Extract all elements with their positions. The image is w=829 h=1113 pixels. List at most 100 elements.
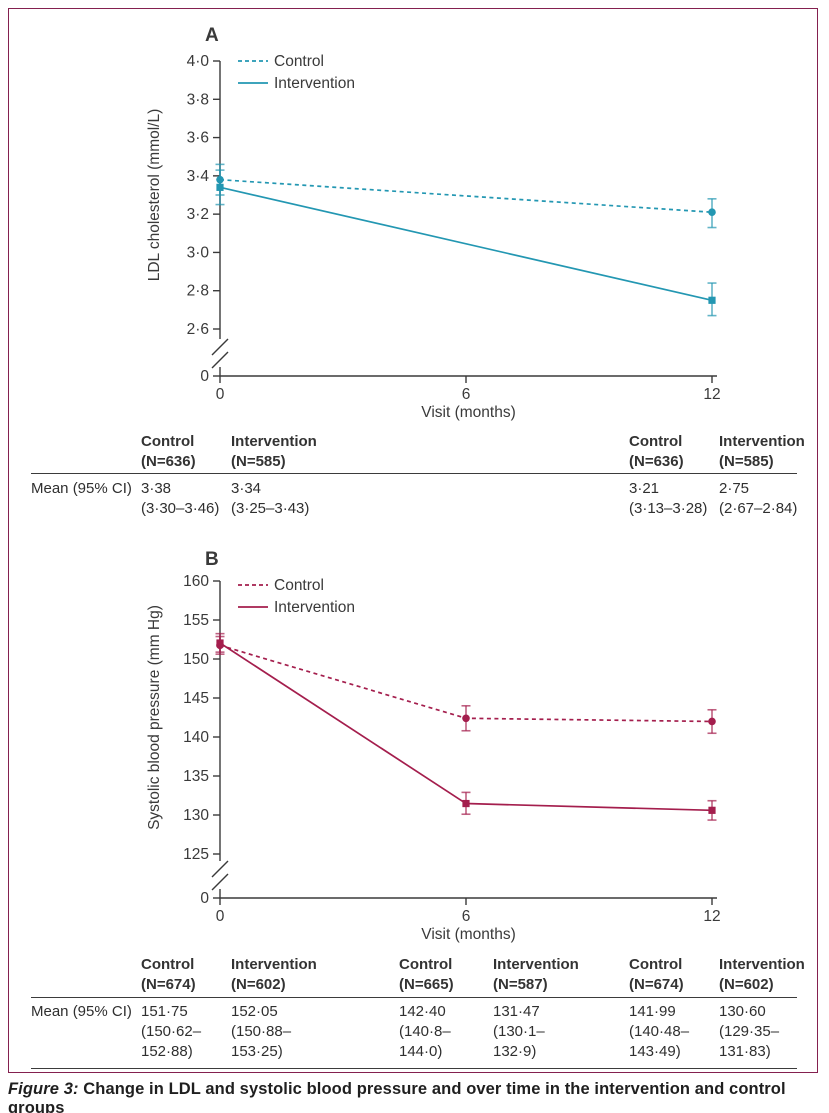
series-line (219, 186, 713, 302)
ci-value-line: (129·35– (719, 1023, 780, 1040)
table-column-header: Intervention (N=602) (231, 955, 317, 995)
table-column-header: Control (N=636) (629, 432, 684, 472)
table-header-line: (N=602) (719, 976, 774, 993)
y-tick-label: 3·6 (187, 130, 209, 147)
table-header-line: Control (629, 433, 683, 450)
x-tick-label: 12 (703, 908, 720, 925)
table-header-line: Intervention (493, 956, 579, 973)
table-column-header: Control (N=674) (141, 955, 196, 995)
x-tick-label: 0 (216, 908, 225, 925)
x-axis-title: Visit (months) (421, 926, 515, 943)
ci-value-line: (140·48– (629, 1023, 690, 1040)
data-point-marker (708, 296, 716, 304)
table-row-label: Mean (95% CI) (31, 1003, 132, 1020)
y-tick-label: 160 (183, 573, 209, 590)
ci-value-line: (3·25–3·43) (231, 500, 310, 517)
data-point-marker (462, 799, 470, 808)
ci-value-line: (3·30–3·46) (141, 500, 220, 517)
y-tick-label: 2·6 (187, 321, 209, 338)
table-column-header: Control (N=636) (141, 432, 196, 472)
table-column-header: Intervention (N=602) (719, 955, 805, 995)
table-header-line: Control (141, 433, 195, 450)
mean-value: 141·99 (629, 1003, 676, 1020)
x-tick-label: 6 (462, 908, 471, 925)
ci-value-line: 144·0) (399, 1043, 443, 1060)
table-bottom-rule (31, 1068, 797, 1070)
table-header-line: (N=674) (141, 976, 196, 993)
figure-caption: Figure 3: Change in LDL and systolic blo… (8, 1080, 820, 1113)
table-header-line: (N=636) (629, 453, 684, 470)
y-axis-title: Systolic blood pressure (mm Hg) (146, 605, 163, 830)
mean-value: 3·21 (629, 480, 660, 497)
ci-value-line: (140·8– (399, 1023, 451, 1040)
ci-value-line: 131·83) (719, 1043, 771, 1060)
y-tick-label: 155 (183, 612, 209, 629)
y-tick-label: 135 (183, 768, 209, 785)
y-zero-label: 0 (200, 890, 209, 907)
panel-label: A (205, 25, 219, 46)
ci-value-line: 153·25) (231, 1043, 283, 1060)
table-header-line: Intervention (231, 956, 317, 973)
table-header-line: (N=585) (719, 453, 774, 470)
mean-value: 2·75 (719, 480, 750, 497)
table-value-cell: 151·75 (150·62– 152·88) (141, 1002, 201, 1062)
y-tick-label: 130 (183, 807, 209, 824)
data-point-marker (708, 806, 716, 814)
legend-label: Control (274, 577, 324, 594)
mean-value: 3·38 (141, 480, 172, 497)
table-header-line: (N=602) (231, 976, 286, 993)
panel-label: B (205, 549, 219, 570)
y-tick-label: 150 (183, 651, 209, 668)
table-header-line: Intervention (231, 433, 317, 450)
y-tick-label: 2·8 (187, 283, 209, 300)
table-header-rule (31, 473, 797, 475)
ci-value-line: (150·88– (231, 1023, 292, 1040)
table-value-cell: 3·21 (3·13–3·28) (629, 479, 707, 519)
data-point-marker (462, 714, 470, 723)
ci-value-line: 132·9) (493, 1043, 537, 1060)
table-column-header: Intervention (N=587) (493, 955, 579, 995)
table-column-header: Control (N=665) (399, 955, 454, 995)
axis-break-slash (211, 338, 229, 356)
y-tick-label: 140 (183, 729, 209, 746)
series-line (219, 178, 713, 214)
legend-label: Intervention (274, 599, 355, 616)
table-column-header: Intervention (N=585) (719, 432, 805, 472)
mean-value: 151·75 (141, 1003, 188, 1020)
table-header-line: (N=587) (493, 976, 548, 993)
table-value-cell: 131·47 (130·1– 132·9) (493, 1002, 545, 1062)
figure-border-box: A 4·0 3·8 3·6 3·4 3·2 3·0 2·8 2·6 0 0 6 12 Visit (mon… (8, 8, 818, 1073)
mean-value: 152·05 (231, 1003, 278, 1020)
table-column-header: Intervention (N=585) (231, 432, 317, 472)
ci-value-line: (3·13–3·28) (629, 500, 708, 517)
table-header-line: Intervention (719, 433, 805, 450)
y-zero-label: 0 (200, 368, 209, 385)
mean-value: 130·60 (719, 1003, 766, 1020)
table-value-cell: 3·34 (3·25–3·43) (231, 479, 309, 519)
systolic-bp-chart: B 160 155 150 145 140 135 130 125 00 6 12 Visit (mon… (146, 549, 721, 943)
figure-caption-text: Change in LDL and systolic blood pressur… (8, 1080, 786, 1113)
table-value-cell: 152·05 (150·88– 153·25) (231, 1002, 291, 1062)
table-header-rule (31, 997, 797, 999)
ci-value-line: (130·1– (493, 1023, 545, 1040)
table-header-line: (N=585) (231, 453, 286, 470)
y-axis-title: LDL cholesterol (mmol/L) (146, 109, 163, 282)
table-header-line: (N=665) (399, 976, 454, 993)
y-tick-label: 3·4 (187, 168, 210, 185)
data-point-marker (216, 639, 224, 647)
table-header-line: Intervention (719, 956, 805, 973)
ci-value-line: (150·62– (141, 1023, 202, 1040)
table-header-line: (N=674) (629, 976, 684, 993)
figure-caption-prefix: Figure 3: (8, 1080, 79, 1098)
table-value-cell: 3·38 (3·30–3·46) (141, 479, 219, 519)
table-header-line: Control (399, 956, 453, 973)
ldl-cholesterol-chart: A 4·0 3·8 3·6 3·4 3·2 3·0 2·8 2·6 00 6 12 Visit (mon… (146, 25, 721, 421)
axis-break-slash (211, 351, 229, 369)
legend-label: Intervention (274, 75, 355, 92)
y-tick-label: 3·8 (187, 91, 209, 108)
table-value-cell: 141·99 (140·48– 143·49) (629, 1002, 689, 1062)
x-tick-label: 6 (462, 386, 471, 403)
y-tick-label: 125 (183, 846, 209, 863)
axis-break-slash (211, 860, 229, 878)
